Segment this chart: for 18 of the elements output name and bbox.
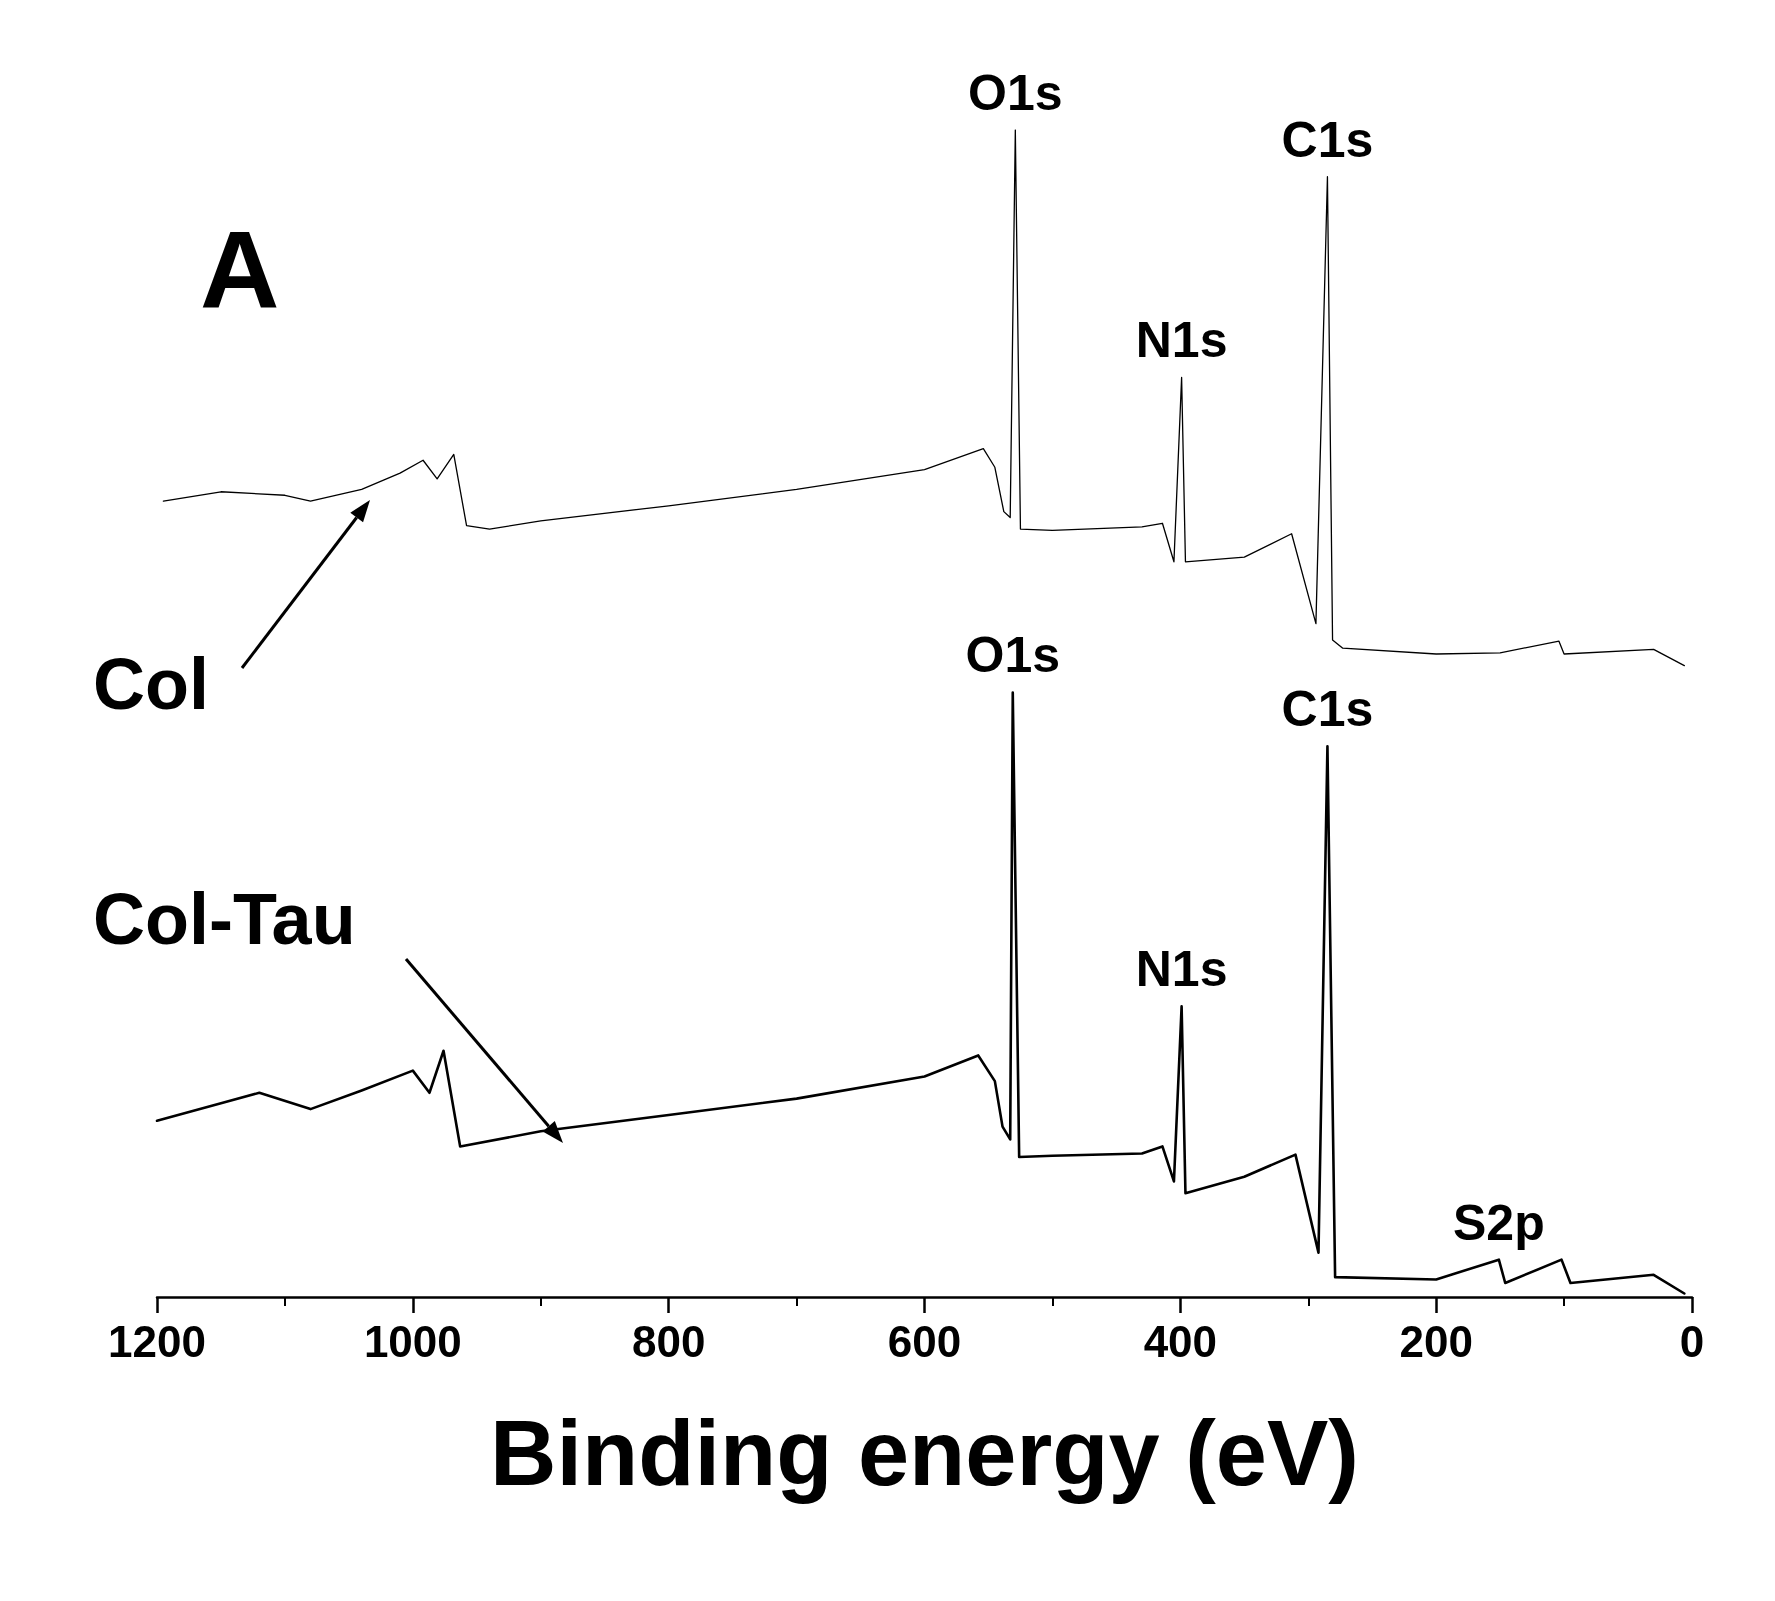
annotation: O1s bbox=[968, 65, 1063, 121]
annotation: O1s bbox=[965, 627, 1061, 684]
series-label: Col-Tau bbox=[93, 879, 356, 959]
annotation: C1s bbox=[1281, 681, 1374, 738]
annotation: C1s bbox=[1281, 111, 1374, 168]
text: A bbox=[200, 206, 280, 330]
x-tick-label: 0 bbox=[1679, 1316, 1705, 1366]
annotation: N1s bbox=[1135, 312, 1228, 369]
x-tick-label: 400 bbox=[1143, 1316, 1218, 1366]
x-tick-label: 600 bbox=[887, 1316, 962, 1366]
x-tick-label: 800 bbox=[631, 1316, 706, 1366]
x-tick-label: 200 bbox=[1399, 1316, 1473, 1366]
x-tick-label: 1000 bbox=[363, 1316, 462, 1366]
x-axis-title: Binding energy (eV) bbox=[490, 1402, 1359, 1504]
annotation: S2p bbox=[1452, 1194, 1545, 1251]
text: Col bbox=[93, 644, 209, 724]
x-tick-label: 1200 bbox=[108, 1316, 206, 1366]
annotation: N1s bbox=[1135, 941, 1228, 998]
